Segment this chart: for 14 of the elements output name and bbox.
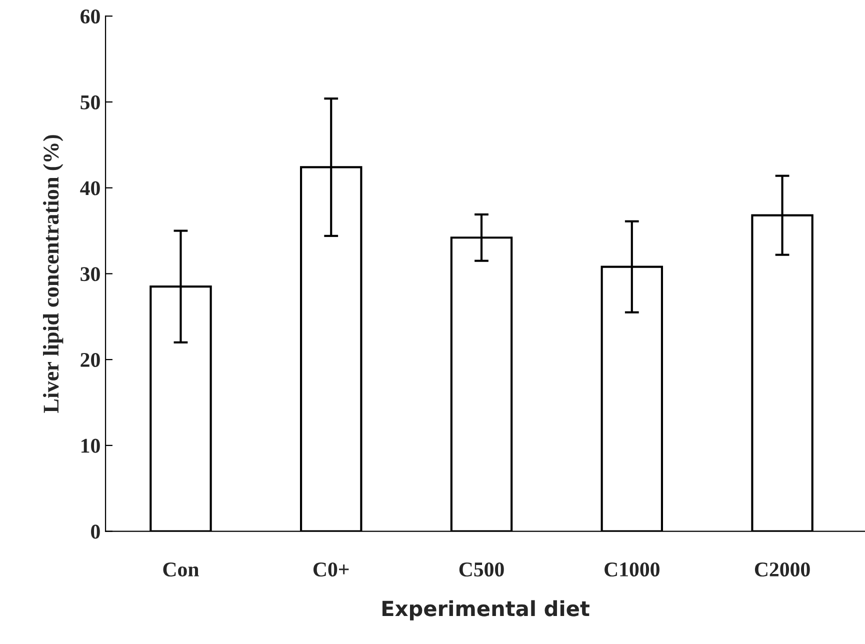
y-axis-title: Liver lipid concentration (%) xyxy=(43,135,64,413)
x-tick-label: C2000 xyxy=(754,562,810,577)
y-tick-label: 60 xyxy=(80,9,100,24)
x-axis-title: Experimental diet xyxy=(382,600,590,620)
y-tick-label: 10 xyxy=(82,438,100,453)
y-tick-label: 40 xyxy=(80,181,100,196)
y-tick-label: 50 xyxy=(80,95,100,110)
x-tick-label: C500 xyxy=(459,562,504,577)
y-tick-label: 0 xyxy=(91,524,100,539)
x-tick-label: C1000 xyxy=(604,562,660,577)
x-tick-label: C0+ xyxy=(313,562,349,577)
y-tick-label: 20 xyxy=(80,352,100,367)
y-tick-label: 30 xyxy=(80,267,100,282)
x-tick-label: Con xyxy=(163,562,199,577)
